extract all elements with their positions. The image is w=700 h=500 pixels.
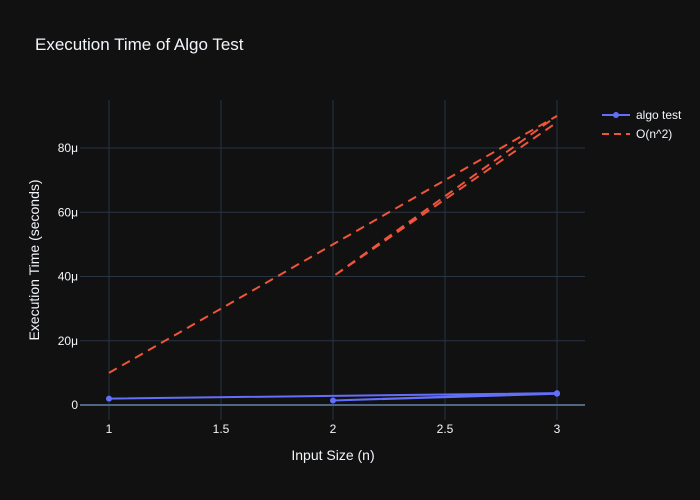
y-tick-label: 0 [71, 398, 78, 412]
legend: algo test O(n^2) [602, 108, 682, 141]
tick-layer: 1 1.5 2 2.5 3 0 20μ 40μ 60μ 80μ [58, 141, 561, 436]
series-point-0 [330, 397, 336, 404]
y-axis-label: Execution Time (seconds) [26, 179, 42, 340]
y-tick-label: 20μ [58, 334, 78, 348]
y-tick-label: 60μ [58, 205, 78, 219]
series-layer [106, 115, 560, 404]
x-tick-label: 2.5 [437, 422, 454, 436]
series-line-0 [108, 392, 558, 402]
legend-label-1: O(n^2) [636, 127, 672, 141]
grid-layer [80, 100, 585, 420]
series-point-0 [106, 395, 112, 402]
legend-marker-0 [613, 112, 619, 118]
x-tick-label: 1 [106, 422, 113, 436]
x-tick-label: 2 [330, 422, 337, 436]
series-point-0 [554, 390, 560, 397]
x-tick-label: 3 [554, 422, 561, 436]
chart-title: Execution Time of Algo Test [35, 35, 244, 54]
series-line-1 [108, 115, 558, 374]
y-tick-label: 80μ [58, 141, 78, 155]
x-tick-label: 1.5 [213, 422, 230, 436]
y-tick-label: 40μ [58, 270, 78, 284]
x-axis-label: Input Size (n) [291, 447, 374, 463]
legend-label-0: algo test [636, 108, 682, 122]
